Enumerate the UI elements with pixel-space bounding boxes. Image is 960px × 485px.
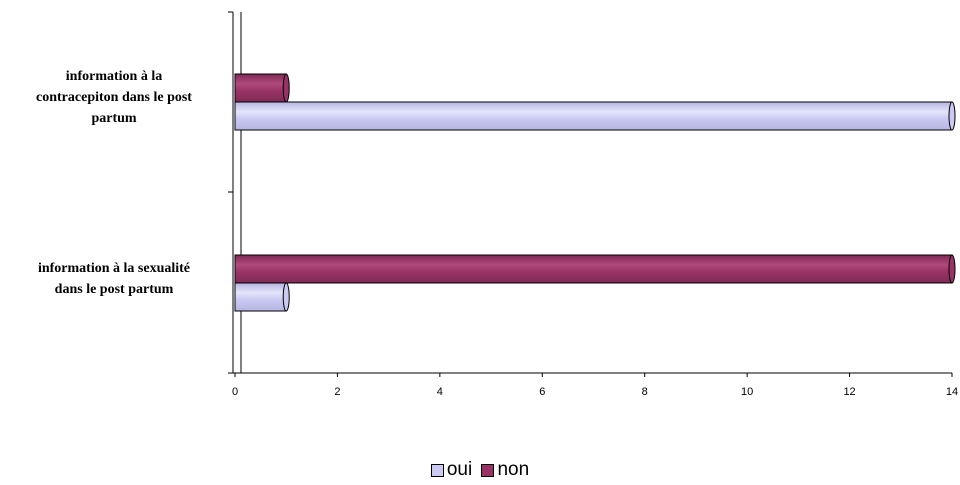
bar-oui bbox=[234, 101, 953, 131]
legend-swatch bbox=[430, 463, 444, 477]
legend: oui non bbox=[0, 459, 960, 483]
x-tick-label: 2 bbox=[334, 386, 340, 398]
x-tick-label: 14 bbox=[946, 386, 958, 398]
bar-end-cap bbox=[282, 282, 290, 312]
bar-end-cap bbox=[282, 73, 290, 103]
x-tick-label: 0 bbox=[232, 386, 238, 398]
bar-oui bbox=[234, 282, 287, 312]
x-tick-label: 8 bbox=[642, 386, 648, 398]
legend-item-oui: oui bbox=[430, 459, 473, 481]
bar-end-cap bbox=[948, 254, 956, 284]
bar-non bbox=[234, 254, 953, 284]
legend-item-non: non bbox=[481, 459, 529, 481]
x-tick-label: 10 bbox=[741, 386, 753, 398]
legend-swatch bbox=[481, 463, 495, 477]
x-tick-label: 4 bbox=[437, 386, 443, 398]
x-tick-label: 6 bbox=[539, 386, 545, 398]
category-label-line: information à la bbox=[65, 69, 163, 84]
x-tick-label: 12 bbox=[843, 386, 855, 398]
bar-non bbox=[234, 73, 287, 103]
legend-label: oui bbox=[446, 459, 473, 480]
category-label-sexuality: information à la sexualité dans le post … bbox=[0, 258, 228, 300]
category-label-line: partum bbox=[91, 111, 137, 126]
category-label-line: contracepiton dans le post bbox=[36, 90, 192, 105]
bar-end-cap bbox=[948, 101, 956, 131]
category-label-line: information à la sexualité bbox=[37, 261, 191, 276]
category-label-line: dans le post partum bbox=[54, 282, 174, 297]
legend-label: non bbox=[497, 459, 530, 480]
category-label-contraception: information à la contracepiton dans le p… bbox=[0, 66, 228, 129]
